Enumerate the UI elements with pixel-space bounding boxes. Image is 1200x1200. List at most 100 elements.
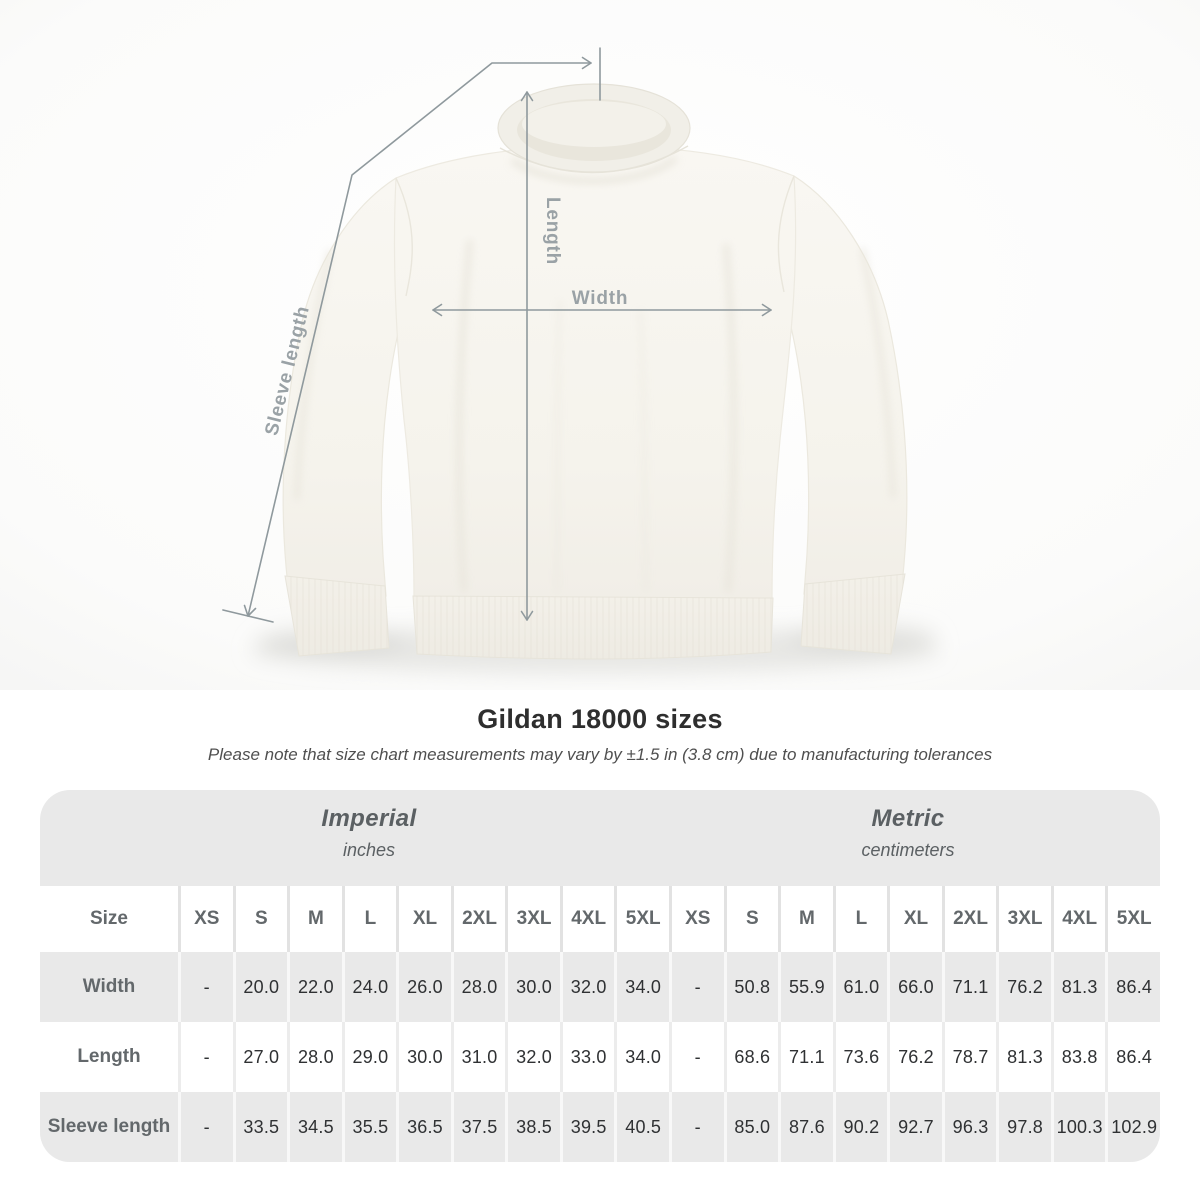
- value-cell: 27.0: [235, 1022, 288, 1092]
- header-cell: 2XL: [453, 886, 506, 952]
- header-cell: XS: [672, 886, 724, 952]
- value-cell: 37.5: [453, 1092, 506, 1162]
- value-cell: -: [672, 1022, 724, 1092]
- value-cell: 30.0: [508, 952, 560, 1022]
- imperial-unit-label: inches: [342, 840, 396, 860]
- value-cell: 76.2: [999, 952, 1051, 1022]
- row-label: Width: [40, 952, 178, 1022]
- metric-unit-label: centimeters: [861, 840, 955, 860]
- value-cell: 28.0: [453, 952, 506, 1022]
- value-cell: 29.0: [344, 1022, 397, 1092]
- header-cell: S: [726, 886, 779, 952]
- value-cell: 90.2: [835, 1092, 888, 1162]
- arrow-down-icon: [520, 610, 534, 621]
- value-cell: -: [181, 1092, 233, 1162]
- arrow-up-icon: [520, 91, 534, 102]
- value-cell: 30.0: [399, 1022, 451, 1092]
- header-cell: M: [781, 886, 833, 952]
- value-cell: 20.0: [235, 952, 288, 1022]
- header-cell: 3XL: [508, 886, 560, 952]
- value-cell: 55.9: [781, 952, 833, 1022]
- table-row-length: Length - 27.0 28.0 29.0 30.0 31.0 32.0 3…: [40, 1022, 1160, 1092]
- table-row-sleeve-length: Sleeve length - 33.5 34.5 35.5 36.5 37.5…: [40, 1092, 1160, 1162]
- value-cell: 78.7: [944, 1022, 997, 1092]
- value-cell: 26.0: [399, 952, 451, 1022]
- row-label: Length: [40, 1022, 178, 1092]
- value-cell: 86.4: [1108, 952, 1160, 1022]
- value-cell: 86.4: [1108, 1022, 1160, 1092]
- tolerance-note: Please note that size chart measurements…: [207, 745, 993, 764]
- value-cell: 96.3: [944, 1092, 997, 1162]
- header-cell: L: [835, 886, 888, 952]
- value-cell: 38.5: [508, 1092, 560, 1162]
- value-cell: 32.0: [562, 952, 615, 1022]
- value-cell: 83.8: [1053, 1022, 1106, 1092]
- value-cell: 33.0: [562, 1022, 615, 1092]
- value-cell: -: [181, 952, 233, 1022]
- size-column-header: Size: [40, 886, 178, 952]
- value-cell: 33.5: [235, 1092, 288, 1162]
- header-cell: 3XL: [999, 886, 1051, 952]
- header-cell: 5XL: [617, 886, 669, 952]
- header-cell: 4XL: [1053, 886, 1106, 952]
- width-dimension-label: Width: [572, 288, 629, 309]
- value-cell: 50.8: [726, 952, 779, 1022]
- header-cell: S: [235, 886, 288, 952]
- table-header-row: Size XS S M L XL 2XL 3XL 4XL 5XL XS S M …: [40, 886, 1160, 952]
- value-cell: 36.5: [399, 1092, 451, 1162]
- value-cell: -: [672, 1092, 724, 1162]
- value-cell: 85.0: [726, 1092, 779, 1162]
- value-cell: 61.0: [835, 952, 888, 1022]
- value-cell: 71.1: [944, 952, 997, 1022]
- value-cell: 39.5: [562, 1092, 615, 1162]
- value-cell: 68.6: [726, 1022, 779, 1092]
- value-cell: 34.0: [617, 1022, 669, 1092]
- product-photo: Width Length Sleeve length: [0, 0, 1200, 690]
- end-tick: [222, 609, 274, 623]
- value-cell: 40.5: [617, 1092, 669, 1162]
- value-cell: -: [672, 952, 724, 1022]
- arrow-right-icon: [581, 56, 592, 70]
- value-cell: 31.0: [453, 1022, 506, 1092]
- value-cell: 24.0: [344, 952, 397, 1022]
- value-cell: 102.9: [1108, 1092, 1160, 1162]
- header-cell: 5XL: [1108, 886, 1160, 952]
- value-cell: 97.8: [999, 1092, 1051, 1162]
- value-cell: 81.3: [1053, 952, 1106, 1022]
- value-cell: 22.0: [290, 952, 342, 1022]
- length-dimension-label: Length: [542, 197, 563, 265]
- table-row-width: Width - 20.0 22.0 24.0 26.0 28.0 30.0 32…: [40, 952, 1160, 1022]
- arrow-left-icon: [432, 303, 443, 317]
- metric-label: Metric: [871, 805, 945, 832]
- size-table: Imperial inches Metric centimeters Size …: [40, 790, 1160, 1162]
- value-cell: 92.7: [890, 1092, 942, 1162]
- value-cell: 34.5: [290, 1092, 342, 1162]
- value-cell: -: [181, 1022, 233, 1092]
- header-cell: 2XL: [944, 886, 997, 952]
- sweatshirt-diagram: Width Length Sleeve length: [0, 0, 1200, 690]
- value-cell: 32.0: [508, 1022, 560, 1092]
- arrow-right-icon: [761, 303, 772, 317]
- header-cell: XL: [890, 886, 942, 952]
- value-cell: 28.0: [290, 1022, 342, 1092]
- sweatshirt-illustration: [282, 83, 908, 660]
- value-cell: 66.0: [890, 952, 942, 1022]
- value-cell: 34.0: [617, 952, 669, 1022]
- metric-group-header: Metric centimeters: [861, 805, 954, 861]
- value-cell: 100.3: [1053, 1092, 1106, 1162]
- header-cell: 4XL: [562, 886, 615, 952]
- value-cell: 71.1: [781, 1022, 833, 1092]
- value-cell: 81.3: [999, 1022, 1051, 1092]
- dimension-lines: [222, 47, 772, 623]
- header-cell: XL: [399, 886, 451, 952]
- value-cell: 35.5: [344, 1092, 397, 1162]
- imperial-group-header: Imperial inches: [321, 805, 416, 861]
- header-cell: XS: [181, 886, 233, 952]
- value-cell: 76.2: [890, 1022, 942, 1092]
- header-cell: M: [290, 886, 342, 952]
- header-cell: L: [344, 886, 397, 952]
- row-label: Sleeve length: [40, 1092, 178, 1162]
- unit-group-band: Imperial inches Metric centimeters: [40, 790, 1160, 886]
- page-title: Gildan 18000 sizes: [477, 704, 723, 734]
